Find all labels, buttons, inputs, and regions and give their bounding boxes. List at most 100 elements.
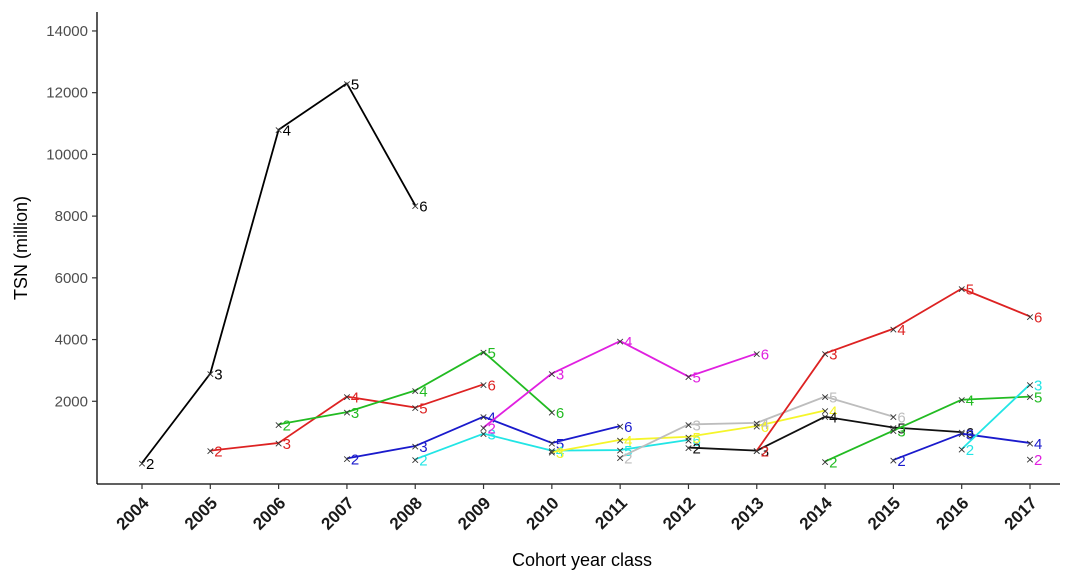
data-point-marker: × xyxy=(547,406,556,419)
series-layer: × 2× 3× 4× 5× 6× 2× 3× 4× 5× 6× 2× 3× 4× 5× 6× 2× 3× 4× 5× 6… xyxy=(137,76,1042,473)
data-point-marker: × xyxy=(411,453,420,466)
data-point-marker: × xyxy=(957,428,966,441)
data-point-marker: × xyxy=(274,437,283,450)
data-point-label: 2 xyxy=(351,451,359,468)
data-point-label: 4 xyxy=(897,322,905,339)
data-point-marker: × xyxy=(1025,378,1034,391)
cohort-series: ×2×3×4×5×6 xyxy=(274,345,564,435)
data-point-marker: × xyxy=(547,368,556,381)
cohort-series: ×2×3×4×5×6 xyxy=(342,410,632,469)
data-point-marker: × xyxy=(547,437,556,450)
data-point-label: 3 xyxy=(556,367,564,384)
data-point-label: 4 xyxy=(419,383,427,400)
data-point-marker: × xyxy=(1025,391,1034,404)
data-point-marker: × xyxy=(820,411,829,424)
data-point-label: 3 xyxy=(214,367,222,384)
data-point-marker: × xyxy=(684,442,693,455)
data-point-label: 2 xyxy=(897,453,905,470)
data-point-label: 5 xyxy=(966,282,974,299)
data-point-label: 2 xyxy=(761,444,769,461)
data-point-marker: × xyxy=(820,455,829,468)
series-line xyxy=(210,383,484,452)
data-point-label: 4 xyxy=(556,444,564,461)
data-point-marker: × xyxy=(342,77,351,90)
data-point-label: 5 xyxy=(351,76,359,93)
data-point-label: 2 xyxy=(146,456,154,473)
data-point-label: 4 xyxy=(624,334,632,351)
x-tick-label: 2004 xyxy=(113,493,154,534)
data-point-marker: × xyxy=(889,425,898,438)
series-line xyxy=(551,409,826,454)
x-tick-label: 2015 xyxy=(864,493,904,533)
series-line xyxy=(688,415,962,452)
data-point-label: 6 xyxy=(419,198,427,215)
cohort-series: ×2×3×4×5×6 xyxy=(206,377,496,460)
y-tick-label: 2000 xyxy=(55,393,88,410)
data-point-marker: × xyxy=(479,428,488,441)
x-tick-label: 2005 xyxy=(181,493,221,533)
data-point-label: 2 xyxy=(829,454,837,471)
data-point-label: 2 xyxy=(966,442,974,459)
y-tick-label: 8000 xyxy=(55,208,88,225)
series-line xyxy=(278,351,553,426)
data-point-label: 6 xyxy=(761,346,769,363)
x-tick-label: 2016 xyxy=(932,493,972,533)
data-point-marker: × xyxy=(479,411,488,424)
data-point-label: 5 xyxy=(624,443,632,460)
data-point-label: 4 xyxy=(624,433,632,450)
data-point-marker: × xyxy=(957,426,966,439)
data-point-marker: × xyxy=(820,405,829,418)
data-point-marker: × xyxy=(684,371,693,384)
data-point-marker: × xyxy=(752,420,761,433)
data-point-label: 4 xyxy=(351,390,359,407)
cohort-series: × 2× 3 × 4 xyxy=(889,427,1043,470)
x-tick-label: 2014 xyxy=(796,493,837,534)
data-point-label: 2 xyxy=(1034,452,1042,469)
x-tick-label: 2008 xyxy=(386,493,426,533)
data-point-label: 6 xyxy=(761,419,769,436)
data-point-label: 4 xyxy=(1034,436,1042,453)
data-point-label: 6 xyxy=(897,410,905,427)
data-point-marker: × xyxy=(206,368,215,381)
x-tick-label: 2009 xyxy=(454,493,494,533)
data-point-label: 3 xyxy=(419,439,427,456)
data-point-marker: × xyxy=(547,445,556,458)
data-point-label: 6 xyxy=(488,377,496,394)
data-point-label: 4 xyxy=(829,410,837,427)
data-point-marker: × xyxy=(889,454,898,467)
data-point-label: 5 xyxy=(692,370,700,387)
x-tick-label: 2010 xyxy=(522,493,562,533)
data-point-label: 3 xyxy=(692,417,700,434)
data-point-label: 3 xyxy=(1034,377,1042,394)
data-point-marker: × xyxy=(957,394,966,407)
cohort-series: × 2 xyxy=(1025,452,1042,469)
data-point-marker: × xyxy=(274,418,283,431)
data-point-label: 3 xyxy=(897,424,905,441)
data-point-marker: × xyxy=(411,440,420,453)
data-point-marker: × xyxy=(684,418,693,431)
data-point-marker: × xyxy=(411,199,420,212)
data-point-marker: × xyxy=(342,406,351,419)
data-point-marker: × xyxy=(479,378,488,391)
y-tick-label: 4000 xyxy=(55,332,88,349)
y-tick-label: 6000 xyxy=(55,270,88,287)
data-point-marker: × xyxy=(411,384,420,397)
data-point-marker: × xyxy=(889,411,898,424)
data-point-label: 4 xyxy=(829,404,837,421)
data-point-marker: × xyxy=(889,422,898,435)
data-point-label: 2 xyxy=(283,417,291,434)
data-point-label: 6 xyxy=(624,419,632,436)
data-point-label: 5 xyxy=(1034,390,1042,407)
data-point-label: 6 xyxy=(966,425,974,442)
data-point-marker: × xyxy=(752,445,761,458)
data-point-marker: × xyxy=(411,401,420,414)
data-point-marker: × xyxy=(820,391,829,404)
x-tick-label: 2007 xyxy=(318,493,358,533)
data-point-marker: × xyxy=(957,443,966,456)
data-point-label: 6 xyxy=(556,405,564,422)
x-tick-label: 2013 xyxy=(727,493,767,533)
cohort-series: ×2×3×4×5×6 xyxy=(752,282,1042,461)
data-point-label: 5 xyxy=(897,421,905,438)
y-ticks: 2000 4000 6000 8000 10000 12000 14000 xyxy=(46,23,97,410)
